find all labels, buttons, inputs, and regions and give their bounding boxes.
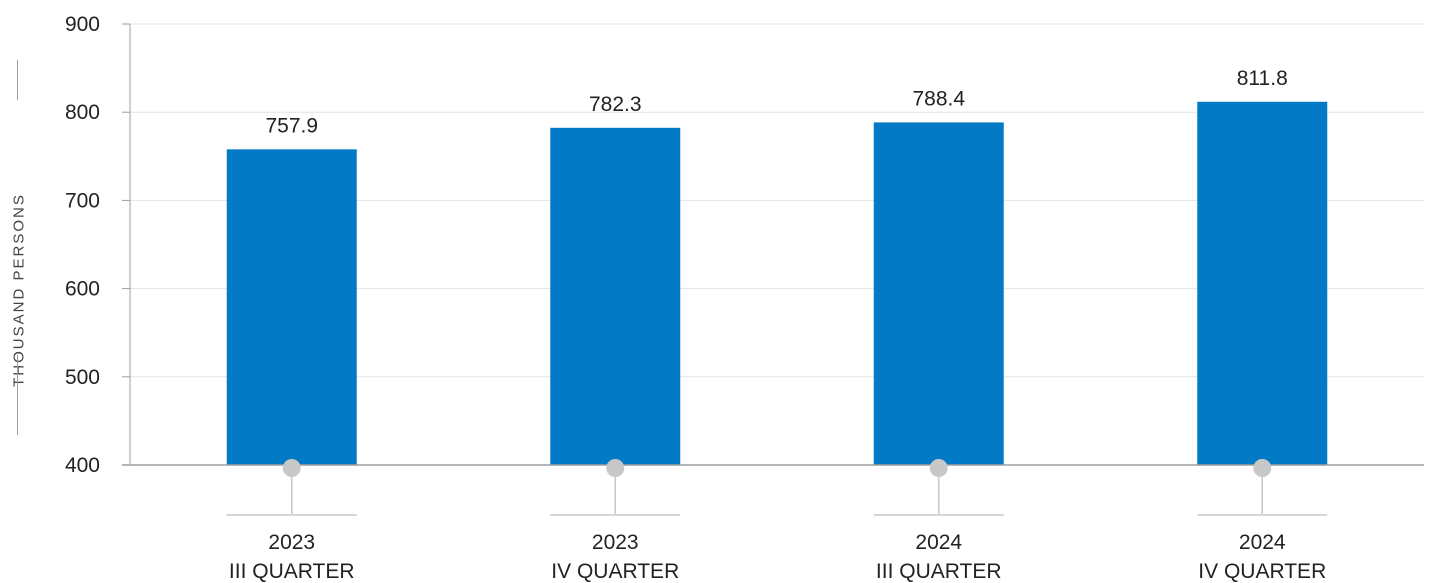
y-axis-title-rule-bottom (17, 355, 18, 435)
category-marker (606, 459, 625, 477)
y-axis-title-rule-top (17, 60, 18, 100)
y-tick-label: 500 (65, 366, 100, 389)
y-tick-label: 600 (65, 278, 100, 301)
y-tick-label: 700 (65, 189, 100, 212)
data-label: 788.4 (912, 87, 965, 110)
category-marker (1253, 459, 1272, 477)
y-tick-label: 800 (65, 101, 100, 124)
y-tick-label: 400 (65, 454, 100, 477)
x-tick-label-quarter: IV QUARTER (1198, 560, 1326, 583)
x-tick-label-year: 2023 (268, 531, 315, 554)
y-axis-title-group: THOUSAND PERSONS (0, 60, 36, 440)
x-tick-label-quarter: IV QUARTER (551, 560, 679, 583)
x-tick-label-year: 2023 (592, 531, 639, 554)
category-marker (282, 459, 301, 477)
x-tick-label-quarter: III QUARTER (876, 560, 1002, 583)
data-label: 811.8 (1237, 67, 1288, 90)
x-tick-label-year: 2024 (915, 531, 962, 554)
data-label: 782.3 (589, 93, 642, 116)
x-tick-label-year: 2024 (1239, 531, 1286, 554)
data-label: 757.9 (265, 114, 318, 137)
bar (550, 127, 681, 465)
bar (873, 122, 1004, 465)
category-marker (929, 459, 948, 477)
x-tick-label-quarter: III QUARTER (229, 560, 355, 583)
bar (1197, 101, 1328, 466)
y-tick-label: 900 (65, 13, 100, 36)
bar (226, 149, 357, 465)
